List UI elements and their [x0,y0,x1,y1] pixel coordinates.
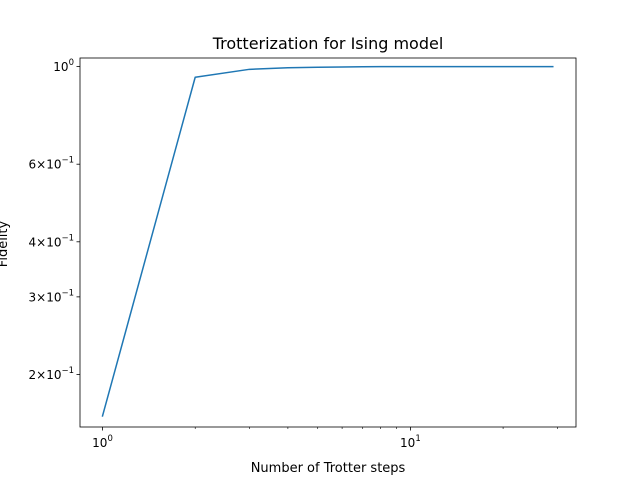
y-tick-mantissa: 3× [28,290,46,304]
y-tick-base: 10 [46,158,61,172]
x-tick-exp: 1 [415,434,420,444]
y-tick-label: 4×10−1 [28,233,74,249]
y-tick-label: 100 [53,58,74,74]
y-tick-exp: −1 [61,366,74,376]
y-tick-base: 10 [46,235,61,249]
x-axis-label: Number of Trotter steps [251,461,406,476]
y-tick-mantissa: 6× [28,158,46,172]
y-tick-label: 3×10−1 [28,288,74,304]
series-line [101,65,554,417]
y-tick-base: 10 [46,290,61,304]
y-axis-label: Fidelity [0,220,11,267]
x-tick-base: 10 [92,436,107,450]
x-tick-label: 101 [400,434,421,450]
y-tick-label: 6×10−1 [28,156,74,172]
chart-title: Trotterization for Ising model [212,34,444,53]
y-tick-exp: 0 [69,58,74,68]
plot-frame [79,57,577,428]
x-tick-exp: 0 [107,434,112,444]
y-tick-mantissa: 2× [28,368,46,382]
y-tick-base: 10 [53,60,68,74]
x-tick-label: 100 [92,434,113,450]
y-tick-exp: −1 [61,288,74,298]
y-tick-exp: −1 [61,156,74,166]
y-tick-base: 10 [46,368,61,382]
y-tick-mantissa: 4× [28,235,46,249]
x-tick-base: 10 [400,436,415,450]
y-tick-label: 2×10−1 [28,366,74,382]
y-tick-exp: −1 [61,233,74,243]
